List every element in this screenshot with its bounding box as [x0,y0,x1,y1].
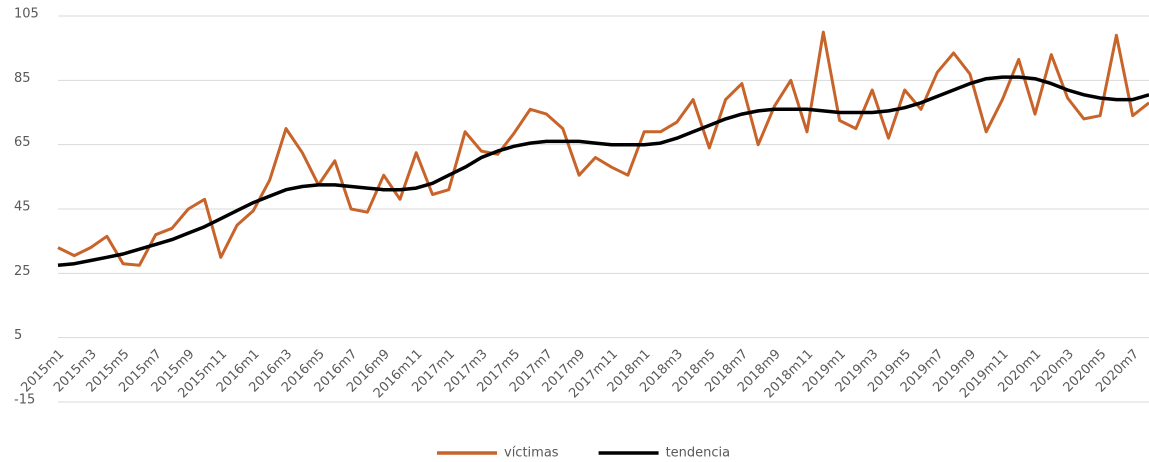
y-tick-label: 105 [14,7,39,22]
y-tick-label: 85 [14,71,31,86]
y-tick-label: 65 [14,135,31,150]
y-tick-label: 25 [14,264,31,279]
legend-label: víctimas [504,446,559,461]
y-tick-label: 45 [14,200,31,215]
series-line [57,75,1149,268]
legend-label: tendencia [666,446,731,461]
series-line [57,30,1149,267]
y-tick-label: 5 [14,328,22,343]
y-tick-label: -15 [14,393,35,408]
